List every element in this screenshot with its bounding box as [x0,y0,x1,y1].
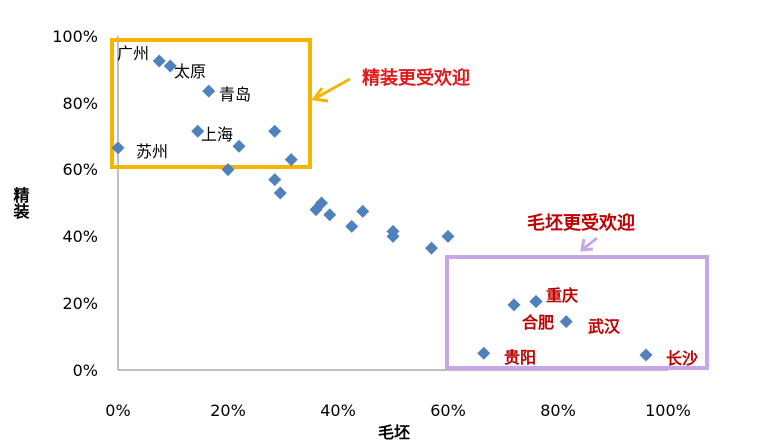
y-tick-labels: 0% 20% 40% 60% 80% 100% [52,27,98,380]
data-point [163,59,177,73]
data-point [529,295,543,309]
data-point [191,124,205,138]
city-label-suzhou: 苏州 [136,142,168,161]
city-label-qingdao: 青岛 [219,85,251,104]
city-label-changsha: 长沙 [666,349,698,368]
data-points [111,54,653,362]
data-point [425,241,438,255]
data-point [268,173,282,187]
city-label-hefei: 合肥 [522,313,554,332]
data-point [152,54,166,68]
data-point [477,346,491,360]
data-point [268,124,282,138]
x-tick-label: 100% [645,401,691,420]
x-tick-label: 20% [210,401,246,420]
data-point [507,298,521,312]
city-label-chongqing: 重庆 [546,286,578,305]
city-label-taiyuan: 太原 [174,62,206,81]
x-tick-label: 80% [540,401,576,420]
y-tick-label: 80% [62,94,98,113]
premium-callout-arrow [311,77,351,103]
data-point [345,219,359,233]
city-labels: 苏州 广州 太原 青岛 上海 贵阳 重庆 合肥 武汉 长沙 [117,44,698,368]
y-tick-label: 100% [52,27,98,46]
data-point [323,208,337,222]
data-point [284,153,298,167]
x-tick-label: 60% [430,401,466,420]
data-point [356,204,370,218]
premium-callout-text: 精装更受欢迎 [362,67,470,89]
x-tick-label: 0% [105,401,130,420]
city-label-shanghai: 上海 [201,125,233,144]
data-point [441,229,455,243]
y-tick-label: 40% [62,227,98,246]
data-point [315,196,328,210]
y-tick-label: 60% [62,160,98,179]
data-point [232,139,246,153]
data-point [273,186,287,200]
x-tick-label: 40% [320,401,356,420]
x-axis-title: 毛坯 [378,423,410,442]
data-point [111,141,125,155]
data-point [639,348,653,362]
y-tick-label: 0% [73,361,98,380]
data-point [559,315,573,329]
bare-callout-box [445,255,709,370]
data-point [221,163,235,177]
city-label-wuhan: 武汉 [588,317,621,336]
bare-callout-arrow [580,236,598,252]
premium-callout-box [110,38,312,169]
y-axis-title: 精装 [11,186,31,220]
bare-callout-text: 毛坯更受欢迎 [527,212,635,234]
data-point [386,229,400,243]
x-tick-labels: 0% 20% 40% 60% 80% 100% [105,401,691,420]
city-label-guiyang: 贵阳 [504,348,536,367]
city-label-guangzhou: 广州 [117,44,149,63]
data-point [202,84,216,98]
y-tick-label: 20% [62,294,98,313]
